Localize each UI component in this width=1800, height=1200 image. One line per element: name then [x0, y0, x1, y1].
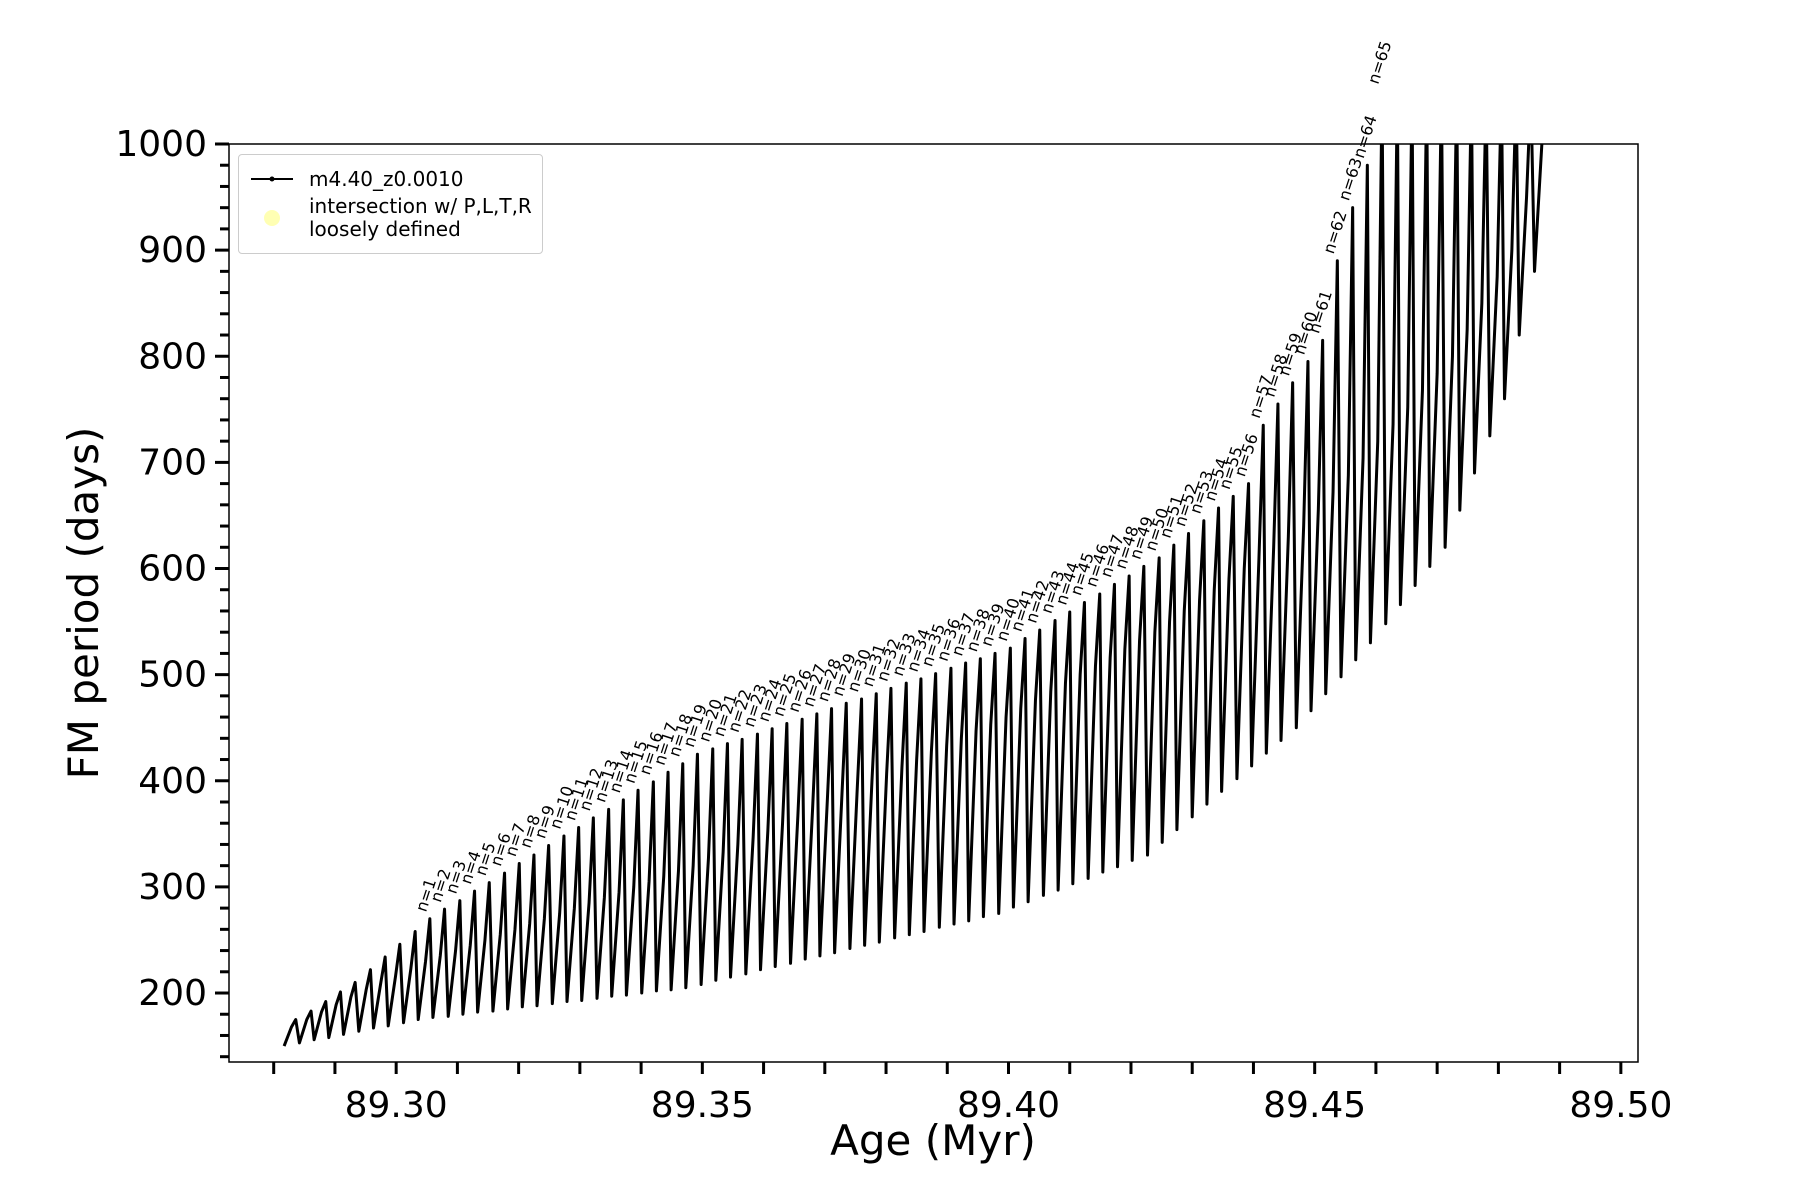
y-tick-label: 700	[138, 442, 207, 483]
x-axis-label: Age (Myr)	[830, 1116, 1036, 1165]
legend-entry: m4.40_z0.0010	[249, 167, 532, 191]
y-tick-label: 800	[138, 336, 207, 377]
legend-label: m4.40_z0.0010	[309, 166, 464, 191]
y-tick-label: 200	[138, 973, 207, 1014]
y-tick-label: 600	[138, 549, 207, 590]
legend-marker	[269, 176, 275, 182]
annotation: n=64	[1349, 113, 1381, 161]
legend-entry: intersection w/ P,L,T,R loosely defined	[249, 195, 532, 241]
legend-key	[251, 176, 293, 182]
x-tick-label: 89.50	[1569, 1085, 1672, 1126]
x-tick-label: 89.30	[345, 1085, 448, 1126]
y-tick-label: 1000	[115, 124, 207, 165]
x-tick-label: 89.45	[1263, 1085, 1366, 1126]
axes-frame	[228, 143, 1639, 1063]
legend-marker	[264, 210, 280, 226]
legend-key	[264, 210, 280, 226]
annotation: n=62	[1319, 208, 1351, 256]
y-tick-label: 300	[138, 867, 207, 908]
annotation: n=65	[1364, 39, 1396, 87]
annotation: n=63	[1334, 155, 1366, 203]
x-tick-label: 89.35	[651, 1085, 754, 1126]
series-line	[282, 144, 1544, 1047]
y-axis-label: FM period (days)	[59, 427, 108, 780]
y-tick-label: 900	[138, 230, 207, 271]
plot-area	[282, 144, 1544, 1047]
y-tick-label: 500	[138, 655, 207, 696]
legend-label: intersection w/ P,L,T,R loosely defined	[309, 194, 532, 241]
legend: m4.40_z0.0010 intersection w/ P,L,T,R loo…	[238, 154, 543, 254]
x-tick-label: 89.40	[957, 1085, 1060, 1126]
y-tick-label: 400	[138, 761, 207, 802]
